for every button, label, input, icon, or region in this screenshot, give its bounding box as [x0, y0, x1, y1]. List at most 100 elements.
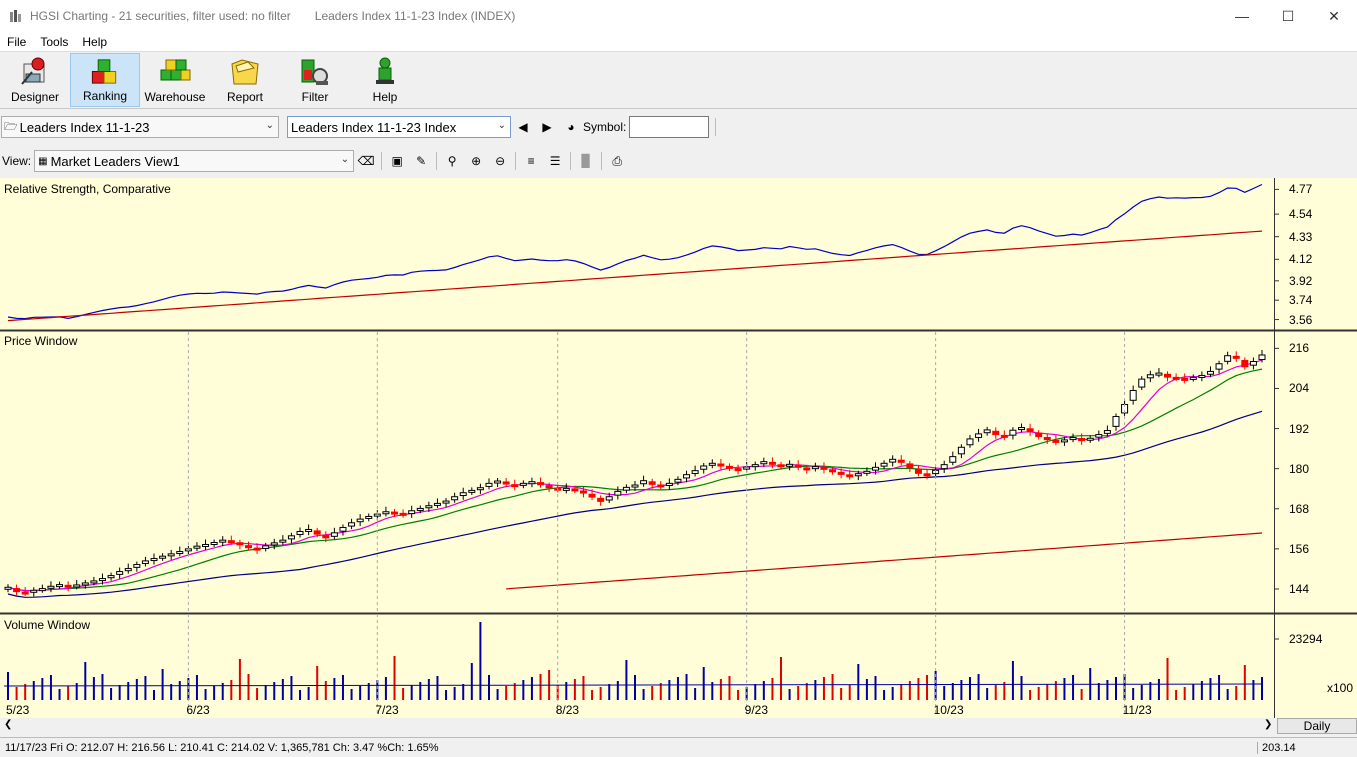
- price-tick-label: 204: [1289, 381, 1310, 396]
- properties-icon[interactable]: ▣: [391, 154, 403, 168]
- candle-body: [73, 584, 81, 588]
- candle-body: [966, 438, 974, 446]
- previous-security-icon[interactable]: ◀: [518, 120, 528, 134]
- menu-help[interactable]: Help: [82, 34, 108, 49]
- candle-body: [322, 534, 330, 539]
- candle-body: [425, 505, 433, 509]
- warehouse-button[interactable]: Warehouse: [140, 53, 210, 107]
- security-combo-value: Leaders Index 11-1-23 Index: [291, 119, 457, 135]
- candle-body: [210, 542, 218, 546]
- candle-body: [1095, 434, 1103, 438]
- rs-tick-label: 3.74: [1289, 293, 1313, 308]
- date-tick-label: 10/23: [933, 703, 964, 717]
- data-table-icon[interactable]: ☰: [549, 154, 561, 168]
- candle-body: [897, 459, 905, 463]
- volume-average-line: [3, 683, 1263, 687]
- candle-body: [90, 580, 98, 584]
- filter-button[interactable]: Filter: [280, 53, 350, 107]
- candle-body: [270, 542, 278, 546]
- candle-body: [305, 528, 313, 532]
- candle-body: [820, 466, 828, 470]
- scroll-left-icon[interactable]: ❮: [4, 719, 13, 730]
- toolbar-separator: [715, 118, 717, 136]
- security-combo[interactable]: Leaders Index 11-1-23 Index ⌄: [287, 116, 511, 138]
- print-icon[interactable]: ⎙: [612, 153, 622, 168]
- date-tick-label: 5/23: [6, 703, 30, 717]
- candle-body: [330, 532, 338, 537]
- candle-body: [691, 470, 699, 474]
- cursor-value: 203.14: [1257, 741, 1357, 754]
- minimize-button[interactable]: —: [1235, 8, 1249, 24]
- zoom-icon[interactable]: ⚲: [447, 154, 457, 168]
- close-button[interactable]: ✕: [1328, 7, 1340, 24]
- candle-body: [1181, 377, 1189, 381]
- price-tick-label: 216: [1289, 341, 1310, 356]
- designer-button[interactable]: Designer: [0, 53, 70, 107]
- candle-body: [768, 461, 776, 465]
- warehouse-icon: [160, 59, 191, 81]
- volume-multiplier-label: x100: [1327, 681, 1354, 695]
- candle-body: [837, 471, 845, 475]
- candle-body: [339, 526, 347, 532]
- zoom-in-icon[interactable]: ⊕: [471, 154, 482, 168]
- candle-body: [468, 489, 476, 493]
- compress-chart-icon[interactable]: ≡: [527, 154, 535, 168]
- candle-body: [992, 430, 1000, 436]
- candle-body: [219, 539, 227, 543]
- price-tick-label: 156: [1289, 541, 1310, 556]
- view-combo[interactable]: ▦ Market Leaders View1 ⌄: [34, 150, 355, 172]
- date-tick-label: 8/23: [555, 703, 580, 717]
- help-button[interactable]: Help: [350, 53, 420, 107]
- edit-properties-icon[interactable]: ✎: [416, 154, 427, 168]
- designer-icon: [21, 57, 45, 85]
- filter-label: Filter: [301, 90, 329, 104]
- candle-body: [1035, 432, 1043, 438]
- candle-body: [571, 488, 579, 492]
- symbol-input[interactable]: [629, 116, 710, 138]
- candle-body: [717, 463, 725, 467]
- menu-tools[interactable]: Tools: [40, 34, 69, 49]
- binoculars-icon[interactable]: ◕: [567, 120, 575, 134]
- volume-tick-label: 23294: [1289, 632, 1323, 646]
- candle-body: [56, 584, 64, 588]
- candle-body: [1224, 355, 1232, 362]
- maximize-button[interactable]: ☐: [1281, 7, 1295, 24]
- candle-body: [1206, 370, 1214, 375]
- save-view-icon[interactable]: ⌫: [357, 154, 375, 168]
- report-button[interactable]: Report: [210, 53, 280, 107]
- candle-body: [133, 564, 141, 568]
- ranking-button[interactable]: Ranking: [70, 53, 140, 107]
- candle-body: [502, 481, 510, 485]
- date-tick-label: 7/23: [375, 703, 399, 717]
- candle-body: [1164, 373, 1172, 378]
- app-icon: [10, 10, 21, 22]
- candle-body: [382, 511, 390, 515]
- candle-body: [459, 492, 467, 497]
- chart-canvas[interactable]: [0, 178, 1357, 738]
- candle-body: [296, 530, 304, 536]
- candle-body: [1103, 430, 1111, 434]
- chart-area[interactable]: Relative Strength, Comparative Price Win…: [0, 178, 1357, 738]
- period-button[interactable]: Daily: [1277, 718, 1357, 734]
- scroll-right-icon[interactable]: ❯: [1264, 719, 1273, 730]
- candle-body: [1258, 354, 1266, 361]
- folder-icon: 🗁: [4, 120, 18, 133]
- zoom-out-icon[interactable]: ⊖: [495, 154, 506, 168]
- candle-body: [236, 542, 244, 546]
- scroll-row: [0, 718, 1357, 738]
- candle-body: [949, 456, 957, 463]
- menu-file[interactable]: File: [7, 34, 27, 49]
- symbol-label: Symbol:: [583, 120, 627, 134]
- list-combo[interactable]: 🗁 Leaders Index 11-1-23 ⌄: [1, 116, 279, 138]
- candle-body: [725, 465, 733, 469]
- toolbar-separator: [436, 152, 438, 170]
- candle-body: [1172, 376, 1180, 380]
- toolbar-separator: [570, 152, 572, 170]
- next-security-icon[interactable]: ▶: [542, 120, 552, 134]
- candle-body: [975, 433, 983, 438]
- chevron-down-icon: ⌄: [497, 120, 506, 131]
- candle-body: [708, 462, 716, 466]
- bar-chart-icon[interactable]: ▉: [581, 154, 591, 168]
- list-combo-value: Leaders Index 11-1-23: [19, 119, 150, 135]
- price-tick-label: 168: [1289, 501, 1310, 516]
